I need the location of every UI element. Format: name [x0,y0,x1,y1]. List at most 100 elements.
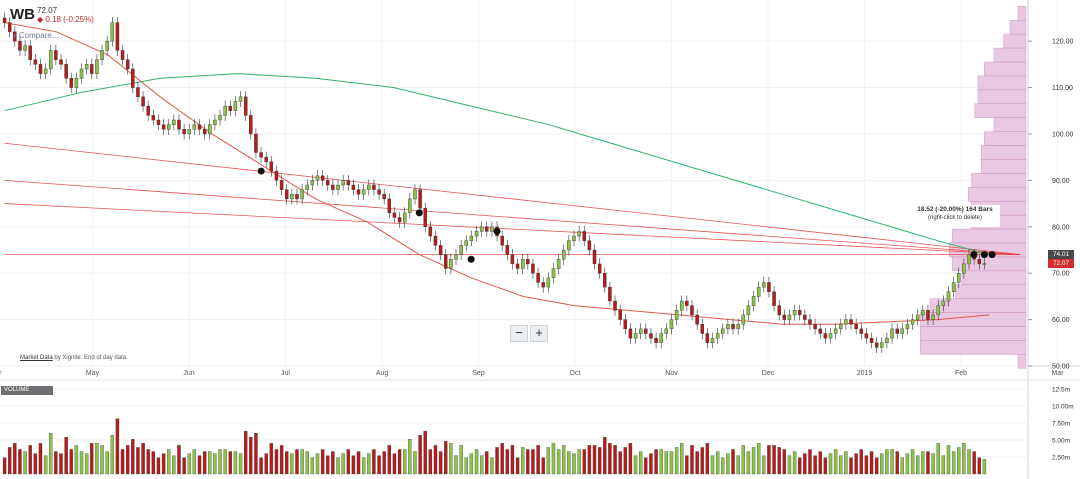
volume-bar [274,449,279,475]
volume-bar [567,451,571,475]
candle-body [490,226,494,232]
volume-by-price-bar [920,326,1027,341]
candle-body [967,254,971,265]
volume-bar [823,457,828,475]
volume-bar [351,455,356,475]
candle-body [849,319,853,325]
candle-body [957,272,961,283]
volume-bar [808,449,812,475]
volume-by-price-bar [971,173,1027,188]
volume-bar [131,439,135,475]
candle-body [392,212,397,218]
candle-body [300,189,304,200]
candle-body [674,310,679,320]
volume-by-price-bar [961,270,1027,286]
candle-body [28,45,32,60]
volume-bar [608,443,612,475]
candle-body [936,305,940,316]
volume-bar [597,447,602,475]
volume-bar [787,455,792,475]
candle-body [715,333,720,339]
measure-annotation[interactable]: 18.52 (-20.00%) 164 Bars (right-click to… [910,205,1000,227]
candle-body [644,328,648,334]
volume-bar [977,457,981,475]
candle-body [228,105,233,111]
candle-body [649,333,653,339]
plus-icon: + [12,31,17,40]
candle-body [264,156,268,162]
candle-body [213,119,217,125]
zoom-controls: − + [510,325,548,342]
volume-bar [721,457,725,475]
volume-bar [515,457,520,475]
volume-bar [731,449,735,475]
candle-body [880,342,884,348]
volume-bar [654,449,658,475]
volume-by-price-bar [1003,33,1027,49]
candle-body [710,337,715,343]
volume-bar [315,453,320,475]
month-label: Aug [376,370,389,377]
volume-bar [454,455,458,475]
compare-button[interactable]: + Compare... [12,31,58,40]
market-data-link[interactable]: Market Data [20,355,53,361]
price-tick-label: 100.00 [1052,131,1074,138]
candle-body [259,152,263,158]
month-label: Nov [665,370,678,377]
volume-bar [982,459,987,475]
candle-body [336,184,340,190]
volume-bar [105,451,109,475]
volume-bar [418,435,422,475]
volume-bar [603,437,607,475]
volume-bar [685,455,689,475]
candle-body [905,324,910,330]
candle-body [597,263,602,274]
candle-body [2,17,7,23]
candle-body [48,50,53,70]
candle-body [536,272,540,283]
candle-body [577,231,581,237]
volume-bar [254,432,258,475]
volume-bar [28,445,32,475]
candle-body [756,286,761,297]
candle-body [654,337,658,343]
candle-body [751,296,756,306]
zoom-in-button[interactable]: + [530,325,548,342]
price-tag-last: 74.01 [1048,250,1074,260]
volume-bar [259,457,263,475]
candle-body [69,78,73,88]
candle-body [874,342,879,348]
candle-body [161,124,166,130]
zoom-out-button[interactable]: − [510,325,528,342]
volume-tick-label: 12.5m [1052,386,1070,393]
volume-tick-label: 10.00m [1052,403,1074,410]
candle-body [823,333,828,339]
candle-body [551,268,556,279]
volume-bar [957,447,961,475]
candle-body [762,282,766,288]
candle-body [520,259,525,269]
candle-body [638,328,643,334]
candle-body [423,208,427,227]
volume-bar [905,453,910,475]
volume-by-price-bar [980,159,1027,174]
volume-bar [782,449,787,475]
volume-bar [551,443,556,475]
price-change-value: 0.18 (-0.25%) [45,15,94,24]
volume-bar [213,453,217,475]
candle-body [515,263,520,269]
candle-body [474,231,479,237]
candle-body [202,129,207,135]
candle-body [572,235,576,241]
month-label: Apr [0,370,2,377]
candle-body [166,124,171,130]
volume-bar [669,451,674,475]
candle-body [310,180,315,186]
volume-bar [43,455,48,475]
month-label: Mar [1051,370,1064,377]
volume-bar [921,451,925,475]
volume-bar [469,453,474,475]
candle-body [926,310,930,320]
candle-body [23,45,27,51]
